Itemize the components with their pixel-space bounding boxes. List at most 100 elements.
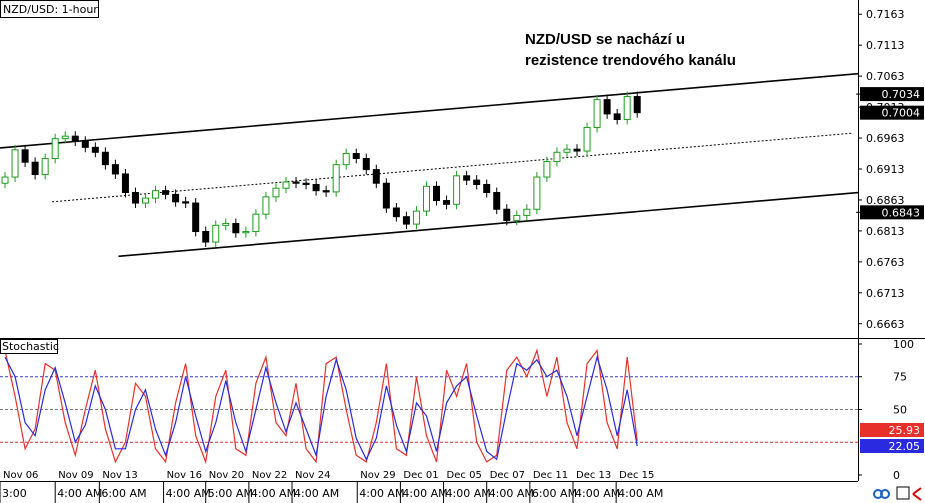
candle-body bbox=[493, 192, 501, 210]
candle-body bbox=[392, 207, 400, 218]
candle-body bbox=[41, 157, 49, 176]
x-date-label: Nov 09 bbox=[58, 470, 93, 481]
candle-body bbox=[352, 153, 360, 159]
x-time-label: 4:00 AM bbox=[489, 487, 534, 500]
link-icon[interactable] bbox=[880, 489, 890, 499]
annotation: rezistence trendového kanálu bbox=[525, 52, 736, 69]
x-time-label: 4:00 AM bbox=[294, 487, 339, 500]
candle-body bbox=[322, 190, 330, 193]
x-date-label: Nov 20 bbox=[209, 470, 244, 481]
y-tick-label: 0.6813 bbox=[866, 225, 905, 238]
y-tick-label: 0.6913 bbox=[866, 163, 905, 176]
current-price-label: 0.7004 bbox=[882, 107, 921, 120]
candle-body bbox=[633, 96, 641, 114]
channel-line bbox=[0, 72, 859, 149]
candle-body bbox=[252, 213, 260, 233]
x-date-label: Nov 16 bbox=[167, 470, 202, 481]
x-time-label: 6:00 AM bbox=[101, 487, 146, 500]
candle-body bbox=[443, 200, 451, 205]
x-time-label: 4:00 AM bbox=[57, 487, 102, 500]
toolbar-icons[interactable] bbox=[873, 486, 922, 501]
x-date-label: Dec 11 bbox=[533, 470, 568, 481]
candle-body bbox=[11, 149, 19, 178]
y-tick-label: 0.7163 bbox=[866, 8, 905, 21]
candle-body bbox=[142, 197, 150, 204]
price-level-label: 0.7034 bbox=[882, 88, 921, 101]
indicator-title: Stochastic bbox=[2, 340, 59, 353]
x-time-label: 4:00 AM bbox=[402, 487, 447, 500]
candle-body bbox=[583, 127, 591, 152]
candle-body bbox=[603, 99, 611, 115]
candle-body bbox=[101, 151, 109, 166]
title-box bbox=[0, 0, 99, 18]
y-tick-label: 100 bbox=[893, 338, 914, 351]
candle-body bbox=[573, 148, 581, 152]
candle-body bbox=[172, 193, 180, 203]
candle-body bbox=[71, 135, 79, 142]
candle-body bbox=[282, 181, 290, 189]
y-tick-label: 0.7113 bbox=[866, 39, 905, 52]
indicator-title-box bbox=[0, 339, 58, 354]
candle-body bbox=[21, 149, 29, 163]
candle-body bbox=[272, 187, 280, 198]
y-tick-label: 0.6963 bbox=[866, 132, 905, 145]
x-date-label: Nov 06 bbox=[3, 470, 38, 481]
candle-body bbox=[473, 179, 481, 185]
candle-body bbox=[593, 99, 601, 129]
candle-body bbox=[51, 138, 59, 159]
candle-body bbox=[232, 222, 240, 234]
indicator-value-label-box bbox=[860, 439, 924, 453]
candle-body bbox=[302, 182, 310, 185]
x-date-label: Dec 05 bbox=[447, 470, 482, 481]
y-tick-label: 50 bbox=[893, 403, 907, 416]
candle-body bbox=[543, 161, 551, 178]
arrow-icon[interactable] bbox=[912, 487, 922, 501]
current-price-label-box bbox=[860, 105, 924, 120]
x-time-label: 6:00 AM bbox=[532, 487, 577, 500]
candle-body bbox=[131, 192, 139, 204]
candle-body bbox=[121, 173, 129, 194]
candle-body bbox=[202, 231, 210, 243]
y-tick-label: 0.6863 bbox=[866, 194, 905, 207]
channel-line bbox=[52, 132, 854, 203]
candle-body bbox=[533, 176, 541, 210]
candle-body bbox=[222, 222, 230, 226]
candle-body bbox=[563, 148, 571, 153]
y-tick-label: 0.6713 bbox=[866, 287, 905, 300]
candle-body bbox=[61, 135, 69, 140]
chart-title: NZD/USD: 1-hour bbox=[3, 3, 98, 16]
candle-body bbox=[362, 157, 370, 171]
x-time-label: 4:00 AM bbox=[359, 487, 404, 500]
x-date-label: Nov 13 bbox=[102, 470, 137, 481]
candle-body bbox=[382, 182, 390, 209]
x-date-label: Dec 15 bbox=[619, 470, 654, 481]
candle-body bbox=[312, 183, 320, 192]
candle-body bbox=[513, 214, 521, 221]
candle-body bbox=[523, 208, 531, 216]
x-time-label: 3:00 bbox=[2, 487, 27, 500]
candle-body bbox=[1, 176, 9, 184]
candle-body bbox=[463, 175, 471, 181]
x-time-label: 4:00 AM bbox=[251, 487, 296, 500]
indicator-value-label: 22.05 bbox=[889, 440, 921, 453]
candle-body bbox=[402, 216, 410, 225]
channel-line bbox=[118, 191, 859, 258]
candle-body bbox=[483, 183, 491, 194]
candle-body bbox=[553, 151, 561, 163]
button[interactable] bbox=[896, 486, 910, 500]
indicator-value-label: 25.93 bbox=[889, 424, 921, 437]
price-level-label: 0.6843 bbox=[882, 206, 921, 219]
x-time-label: 4:00 AM bbox=[618, 487, 663, 500]
candle-body bbox=[111, 164, 119, 175]
candle-body bbox=[453, 175, 461, 205]
candle-body bbox=[433, 185, 441, 202]
candle-body bbox=[152, 190, 160, 199]
x-time-label: 5:00 AM bbox=[208, 487, 253, 500]
x-date-label: Nov 29 bbox=[360, 470, 395, 481]
candle-body bbox=[332, 164, 340, 193]
stochastic-line bbox=[4, 354, 638, 461]
candle-body bbox=[81, 140, 89, 148]
price-level-label-box bbox=[860, 87, 924, 102]
